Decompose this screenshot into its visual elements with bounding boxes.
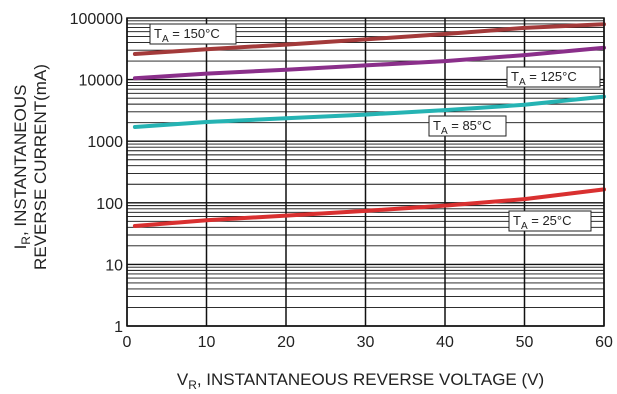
y-tick-label: 1000 xyxy=(87,134,123,151)
series-line xyxy=(132,94,606,129)
series-label: TA = 85°C xyxy=(433,118,492,137)
x-tick-label: 30 xyxy=(357,334,375,351)
series-label-box xyxy=(428,115,507,137)
series-line xyxy=(132,22,606,56)
x-tick-label: 50 xyxy=(516,334,534,351)
x-tick-label: 10 xyxy=(198,334,216,351)
y-tick-label: 1 xyxy=(114,319,123,336)
y-tick-label: 10000 xyxy=(79,73,124,90)
x-tick-label: 20 xyxy=(277,334,295,351)
plot-frame xyxy=(126,17,605,327)
x-tick-label: 40 xyxy=(436,334,454,351)
tick-labels: 0 10 20 30 40 50 60 1 10 100 1000 10000 100000 xyxy=(70,11,613,351)
y-tick-label: 100000 xyxy=(70,11,123,28)
series-label-box xyxy=(508,210,592,232)
series-line xyxy=(132,187,606,228)
series-label-box xyxy=(506,66,601,88)
y-axis-title-line1: IR, INSTANTANEOUS xyxy=(11,85,33,250)
y-tick-label: 100 xyxy=(96,196,123,213)
series-label-box xyxy=(149,23,237,45)
y-axis-title-line2: REVERSE CURRENT(mA) xyxy=(31,64,50,270)
series-label: TA = 25°C xyxy=(513,213,572,232)
x-tick-label: 60 xyxy=(595,334,613,351)
x-tick-label: 0 xyxy=(123,334,132,351)
series-labels: TA = 150°C TA = 125°C TA = 85°C TA = 25°C xyxy=(149,23,601,232)
series-line xyxy=(132,45,606,81)
series-label: TA = 125°C xyxy=(511,69,577,88)
series-label: TA = 150°C xyxy=(154,26,220,45)
x-axis-title: VR, INSTANTANEOUS REVERSE VOLTAGE (V) xyxy=(177,370,544,392)
series-lines xyxy=(132,22,606,228)
y-tick-label: 10 xyxy=(105,257,123,274)
